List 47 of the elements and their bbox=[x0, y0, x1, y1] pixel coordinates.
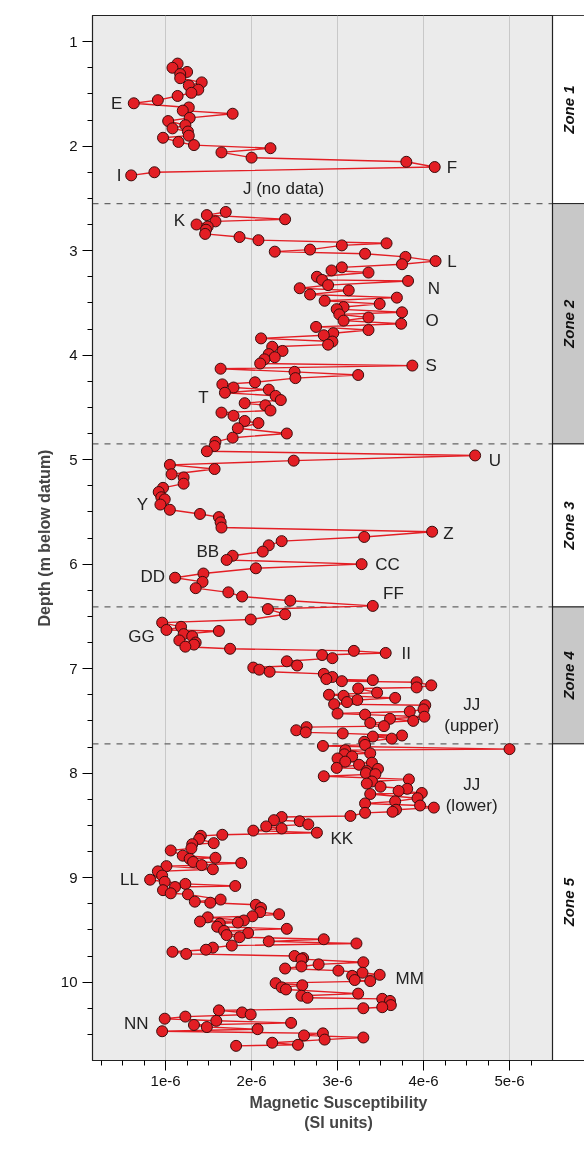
y-tick-label: 7 bbox=[69, 659, 78, 677]
text: Zone 5 bbox=[560, 877, 577, 928]
y-tick-label: 10 bbox=[60, 973, 78, 991]
annotation: GG bbox=[128, 626, 155, 646]
annotation: NN bbox=[124, 1014, 149, 1034]
annotation: LL bbox=[120, 870, 139, 890]
annotation: CC bbox=[375, 554, 400, 574]
text: Zone 3 bbox=[560, 500, 577, 551]
annotation: T bbox=[198, 388, 209, 408]
annotation: J (no data) bbox=[242, 179, 325, 199]
annotation: F bbox=[446, 157, 458, 177]
y-tick-label: 5 bbox=[69, 450, 78, 468]
annotation: O bbox=[425, 311, 439, 331]
y-tick-label: 3 bbox=[69, 241, 78, 259]
annotation: JJ (upper) bbox=[444, 694, 500, 735]
annotation: II bbox=[401, 644, 412, 664]
annotation: BB bbox=[196, 542, 220, 562]
annotation: Z bbox=[443, 524, 454, 544]
y-tick-label: 1 bbox=[69, 32, 78, 50]
annotation: JJ (lower) bbox=[445, 775, 498, 816]
annotation: I bbox=[116, 165, 122, 185]
annotation: DD bbox=[140, 567, 165, 587]
x-tick-label: 3e-6 bbox=[322, 1071, 353, 1089]
text: Zone 1 bbox=[560, 85, 577, 135]
annotation: K bbox=[173, 210, 186, 230]
x-tick-label: 5e-6 bbox=[494, 1071, 525, 1089]
annotation: U bbox=[488, 451, 502, 471]
annotation: FF bbox=[383, 583, 404, 603]
y-tick-label: 8 bbox=[69, 764, 78, 782]
x-tick-label: 2e-6 bbox=[236, 1071, 267, 1089]
annotation: Y bbox=[136, 495, 149, 515]
annotation: KK bbox=[330, 829, 354, 849]
annotation: E bbox=[110, 93, 123, 113]
y-axis-title: Depth (m below datum) bbox=[35, 449, 53, 627]
annotation: L bbox=[447, 251, 457, 271]
text: Zone 4 bbox=[560, 650, 577, 701]
x-axis-title: Magnetic Susceptibility (SI units) bbox=[249, 1093, 428, 1131]
annotation: S bbox=[425, 356, 437, 376]
annotation: MM bbox=[395, 969, 424, 989]
y-tick-label: 6 bbox=[69, 555, 78, 573]
x-tick-label: 1e-6 bbox=[150, 1071, 181, 1089]
y-tick-label: 2 bbox=[69, 137, 78, 155]
text: Zone 2 bbox=[560, 298, 577, 349]
x-tick-label: 4e-6 bbox=[408, 1071, 439, 1089]
annotation: N bbox=[427, 278, 440, 298]
y-tick-label: 4 bbox=[69, 346, 78, 364]
y-tick-label: 9 bbox=[69, 868, 78, 886]
